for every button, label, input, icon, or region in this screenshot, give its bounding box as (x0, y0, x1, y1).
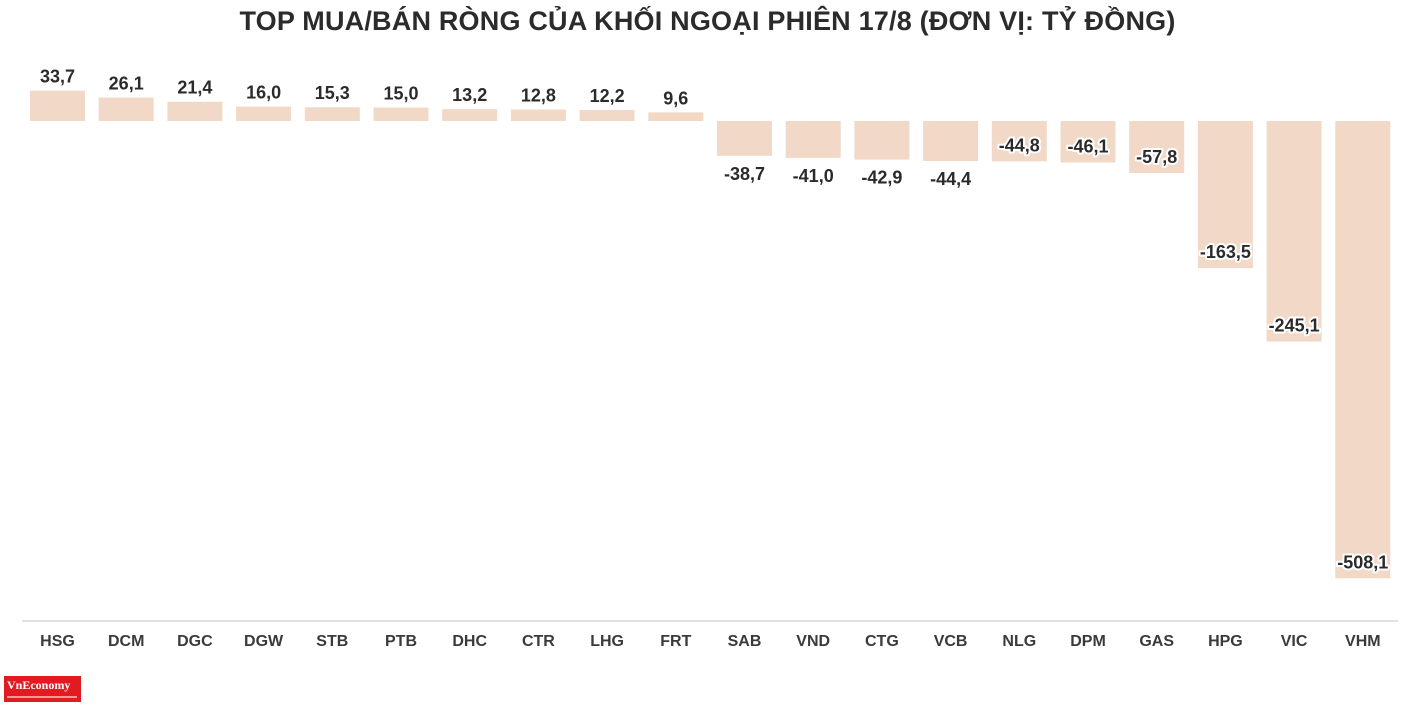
tick-label-dgw: DGW (244, 633, 284, 650)
data-label-hpg: -163,5 (1200, 242, 1251, 262)
bar-sab (717, 121, 772, 156)
data-label-hsg: 33,7 (40, 67, 75, 87)
vneconomy-logo: VnEconomy (4, 676, 81, 702)
data-label-sab: -38,7 (724, 164, 765, 184)
data-label-nlg: -44,8 (999, 135, 1040, 155)
bar-dgw (236, 106, 292, 121)
tick-label-dcm: DCM (108, 633, 144, 650)
bar-ctg (854, 121, 910, 160)
data-label-gas: -57,8 (1136, 147, 1177, 167)
bar-gas (1129, 121, 1185, 174)
tick-label-vic: VIC (1281, 633, 1308, 650)
bar-dgc (167, 101, 223, 121)
bar-dcm (98, 97, 154, 121)
bar-dhc (442, 109, 498, 121)
bar-vcb (923, 121, 979, 161)
tick-label-dhc: DHC (452, 633, 487, 650)
data-label-stb: 15,3 (315, 83, 350, 103)
bar-vic (1266, 121, 1322, 342)
bar-hsg (30, 90, 85, 121)
data-label-dgc: 21,4 (177, 78, 212, 98)
data-label-dhc: 13,2 (452, 85, 487, 105)
data-label-dpm: -46,1 (1067, 136, 1108, 156)
tick-label-nlg: NLG (1002, 633, 1036, 650)
tick-label-ptb: PTB (385, 633, 417, 650)
tick-label-gas: GAS (1139, 633, 1174, 650)
tick-label-ctr: CTR (522, 633, 555, 650)
data-label-vhm: -508,1 (1337, 552, 1388, 572)
data-label-vic: -245,1 (1269, 316, 1320, 336)
tick-label-sab: SAB (728, 633, 762, 650)
bar-vnd (785, 121, 841, 158)
bar-hpg (1197, 121, 1253, 269)
data-label-dgw: 16,0 (246, 83, 281, 103)
bar-ptb (373, 107, 429, 121)
bar-nlg (991, 121, 1047, 162)
data-label-vnd: -41,0 (793, 166, 834, 186)
tick-label-vhm: VHM (1345, 633, 1381, 650)
data-label-ptb: 15,0 (383, 84, 418, 104)
bar-vhm (1335, 121, 1391, 579)
tick-label-hsg: HSG (40, 633, 75, 650)
tick-label-dpm: DPM (1070, 633, 1106, 650)
bar-dpm (1060, 121, 1116, 163)
tick-label-ctg: CTG (865, 633, 899, 650)
tick-label-frt: FRT (660, 633, 691, 650)
data-label-dcm: 26,1 (109, 74, 144, 94)
data-label-frt: 9,6 (663, 88, 688, 108)
bar-lhg (579, 110, 635, 121)
bar-frt (648, 112, 704, 121)
logo-text: VnEconomy (7, 678, 71, 692)
bar-stb (304, 107, 360, 121)
tick-label-lhg: LHG (590, 633, 624, 650)
data-label-vcb: -44,4 (930, 169, 971, 189)
bar-ctr (510, 109, 566, 121)
data-label-ctg: -42,9 (861, 168, 902, 188)
chart-title: TOP MUA/BÁN RÒNG CỦA KHỐI NGOẠI PHIÊN 17… (239, 6, 1176, 36)
tick-label-dgc: DGC (177, 633, 213, 650)
data-label-lhg: 12,2 (590, 86, 625, 106)
tick-label-stb: STB (316, 633, 348, 650)
tick-label-hpg: HPG (1208, 633, 1243, 650)
tick-label-vcb: VCB (934, 633, 968, 650)
data-label-ctr: 12,8 (521, 85, 556, 105)
logo-tagline-decoration (7, 696, 77, 698)
tick-label-vnd: VND (796, 633, 830, 650)
